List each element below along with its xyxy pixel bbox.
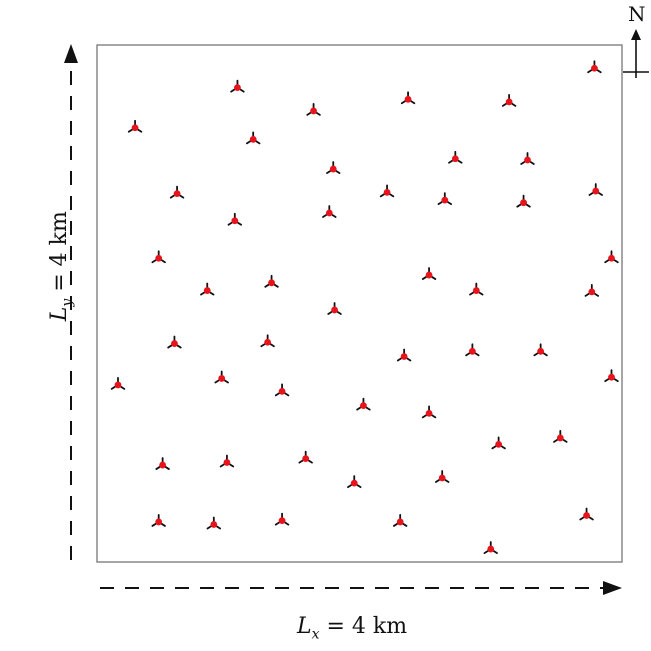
wind-turbine-icon — [604, 369, 619, 383]
wind-turbine-icon — [434, 470, 450, 483]
wind-turbine-icon — [230, 79, 245, 93]
x-extent-value: = 4 km — [319, 614, 408, 639]
wind-turbine-icon — [587, 60, 602, 74]
wind-turbine-icon — [437, 192, 453, 206]
wind-turbine-icon — [392, 514, 408, 527]
wind-turbine-icon — [356, 397, 371, 411]
wind-turbine-icon — [501, 93, 517, 107]
wind-turbine-icon — [322, 205, 337, 218]
wind-turbine-icon — [584, 283, 600, 297]
wind-turbine-icon — [245, 131, 261, 145]
turbine-layer — [110, 60, 619, 554]
wind-turbine-icon — [326, 161, 341, 174]
wind-turbine-icon — [379, 184, 395, 198]
wind-turbine-icon — [260, 334, 275, 348]
wind-turbine-icon — [516, 194, 531, 208]
x-extent-symbol: L — [297, 614, 312, 639]
wind-turbine-icon — [483, 541, 498, 554]
wind-turbine-icon — [206, 516, 222, 530]
domain-frame — [96, 44, 623, 563]
x-extent-subscript: x — [311, 626, 320, 643]
wind-turbine-icon — [327, 302, 342, 315]
wind-turbine-icon — [264, 274, 279, 288]
wind-turbine-icon — [421, 405, 437, 419]
x-extent-arrowhead — [603, 581, 622, 595]
wind-turbine-icon — [200, 282, 215, 296]
wind-turbine-icon — [588, 183, 603, 196]
wind-turbine-icon — [533, 343, 548, 357]
wind-turbine-icon — [169, 185, 185, 199]
y-extent-arrowhead — [64, 44, 78, 63]
wind-turbine-icon — [520, 152, 535, 165]
wind-turbine-icon — [227, 212, 243, 226]
wind-turbine-icon — [274, 383, 290, 397]
wind-turbine-icon — [553, 430, 568, 443]
wind-turbine-icon — [110, 377, 126, 390]
wind-turbine-icon — [151, 250, 166, 264]
wind-turbine-icon — [155, 457, 170, 470]
wind-turbine-icon — [491, 436, 506, 450]
wind-turbine-icon — [604, 250, 619, 264]
y-extent-symbol: L — [46, 306, 72, 322]
x-extent-label: Lx = 4 km — [297, 614, 407, 642]
wind-turbine-icon — [167, 335, 182, 349]
y-extent-label: Ly = 4 km — [47, 211, 75, 321]
wind-turbine-icon — [400, 91, 416, 105]
wind-turbine-icon — [347, 475, 362, 489]
north-arrow-icon — [623, 29, 649, 78]
wind-turbine-icon — [469, 282, 484, 296]
north-label: N — [628, 2, 646, 26]
wind-turbine-icon — [151, 514, 166, 527]
wind-turbine-icon — [448, 150, 463, 164]
wind-turbine-icon — [396, 348, 412, 362]
wind-turbine-icon — [465, 343, 480, 357]
wind-turbine-icon — [214, 370, 229, 384]
wind-turbine-icon — [579, 507, 594, 521]
wind-turbine-icon — [219, 454, 235, 468]
wind-turbine-icon — [127, 119, 143, 133]
wind-turbine-icon — [421, 267, 437, 280]
y-extent-value: = 4 km — [46, 211, 72, 299]
y-extent-subscript: y — [59, 298, 76, 307]
wind-turbine-icon — [298, 450, 313, 464]
wind-turbine-icon — [274, 512, 290, 526]
wind-turbine-icon — [306, 103, 321, 116]
